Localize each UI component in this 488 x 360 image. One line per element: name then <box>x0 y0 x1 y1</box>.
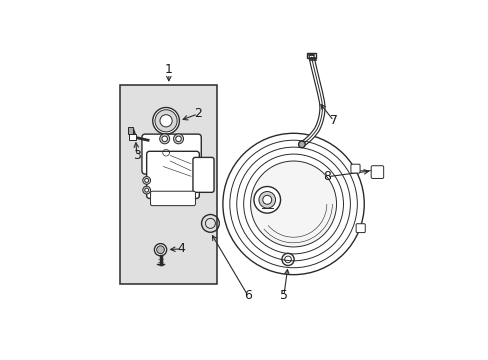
Text: 1: 1 <box>164 63 172 76</box>
FancyBboxPatch shape <box>142 134 201 174</box>
Circle shape <box>221 132 365 276</box>
Circle shape <box>155 110 177 132</box>
Circle shape <box>259 192 275 208</box>
FancyBboxPatch shape <box>355 224 365 233</box>
Circle shape <box>142 176 150 184</box>
Circle shape <box>160 115 172 127</box>
FancyBboxPatch shape <box>193 157 214 192</box>
Circle shape <box>142 186 150 194</box>
Text: 7: 7 <box>329 114 337 127</box>
Circle shape <box>160 134 169 144</box>
Circle shape <box>162 136 167 141</box>
FancyBboxPatch shape <box>146 151 199 198</box>
Bar <box>120 85 217 284</box>
Bar <box>129 134 135 140</box>
Bar <box>306 53 315 58</box>
Bar <box>127 127 133 134</box>
Circle shape <box>173 134 183 144</box>
Circle shape <box>152 108 179 134</box>
Text: 5: 5 <box>279 289 287 302</box>
Circle shape <box>298 141 305 148</box>
FancyBboxPatch shape <box>370 166 383 179</box>
Circle shape <box>253 186 280 213</box>
Circle shape <box>144 188 148 192</box>
Text: 3: 3 <box>133 149 141 162</box>
Text: 8: 8 <box>322 170 330 183</box>
Text: 2: 2 <box>194 107 202 120</box>
Text: 4: 4 <box>177 242 185 255</box>
Circle shape <box>154 244 166 256</box>
FancyBboxPatch shape <box>150 191 195 206</box>
Text: 6: 6 <box>244 289 251 302</box>
Circle shape <box>144 179 148 183</box>
Circle shape <box>156 246 164 253</box>
Circle shape <box>250 161 336 247</box>
FancyBboxPatch shape <box>350 164 359 173</box>
Circle shape <box>175 136 181 141</box>
Circle shape <box>262 195 271 204</box>
